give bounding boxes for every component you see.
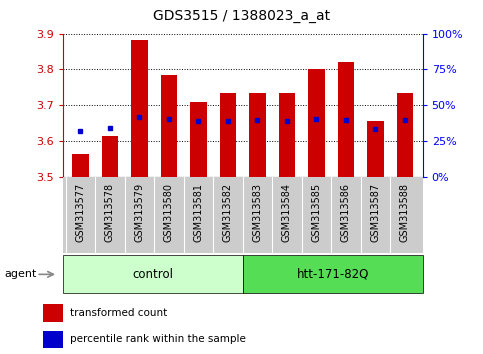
- FancyBboxPatch shape: [242, 255, 423, 293]
- Bar: [131, 40, 148, 177]
- Text: GSM313581: GSM313581: [194, 183, 203, 242]
- FancyBboxPatch shape: [63, 255, 242, 293]
- Bar: [249, 93, 266, 177]
- Bar: [279, 93, 295, 177]
- Text: GSM313578: GSM313578: [105, 183, 115, 242]
- Text: transformed count: transformed count: [70, 308, 167, 318]
- Bar: [338, 62, 354, 177]
- Text: htt-171-82Q: htt-171-82Q: [297, 268, 369, 281]
- Bar: [190, 102, 207, 177]
- Text: GSM313577: GSM313577: [75, 183, 85, 242]
- Text: GSM313586: GSM313586: [341, 183, 351, 242]
- Text: GSM313587: GSM313587: [370, 183, 381, 242]
- Text: GSM313584: GSM313584: [282, 183, 292, 242]
- Bar: [161, 75, 177, 177]
- Bar: [72, 154, 88, 177]
- Text: GDS3515 / 1388023_a_at: GDS3515 / 1388023_a_at: [153, 9, 330, 23]
- Text: agent: agent: [5, 269, 37, 279]
- Text: GSM313588: GSM313588: [400, 183, 410, 242]
- Bar: [102, 136, 118, 177]
- Bar: [220, 93, 236, 177]
- Text: GSM313583: GSM313583: [253, 183, 262, 242]
- Text: GSM313582: GSM313582: [223, 183, 233, 242]
- Bar: [43, 331, 63, 348]
- Bar: [43, 304, 63, 322]
- Text: GSM313585: GSM313585: [312, 183, 322, 242]
- Text: control: control: [132, 268, 173, 281]
- Bar: [308, 69, 325, 177]
- Text: percentile rank within the sample: percentile rank within the sample: [70, 335, 246, 344]
- Text: GSM313580: GSM313580: [164, 183, 174, 242]
- Bar: [397, 93, 413, 177]
- Text: GSM313579: GSM313579: [134, 183, 144, 242]
- Bar: [368, 121, 384, 177]
